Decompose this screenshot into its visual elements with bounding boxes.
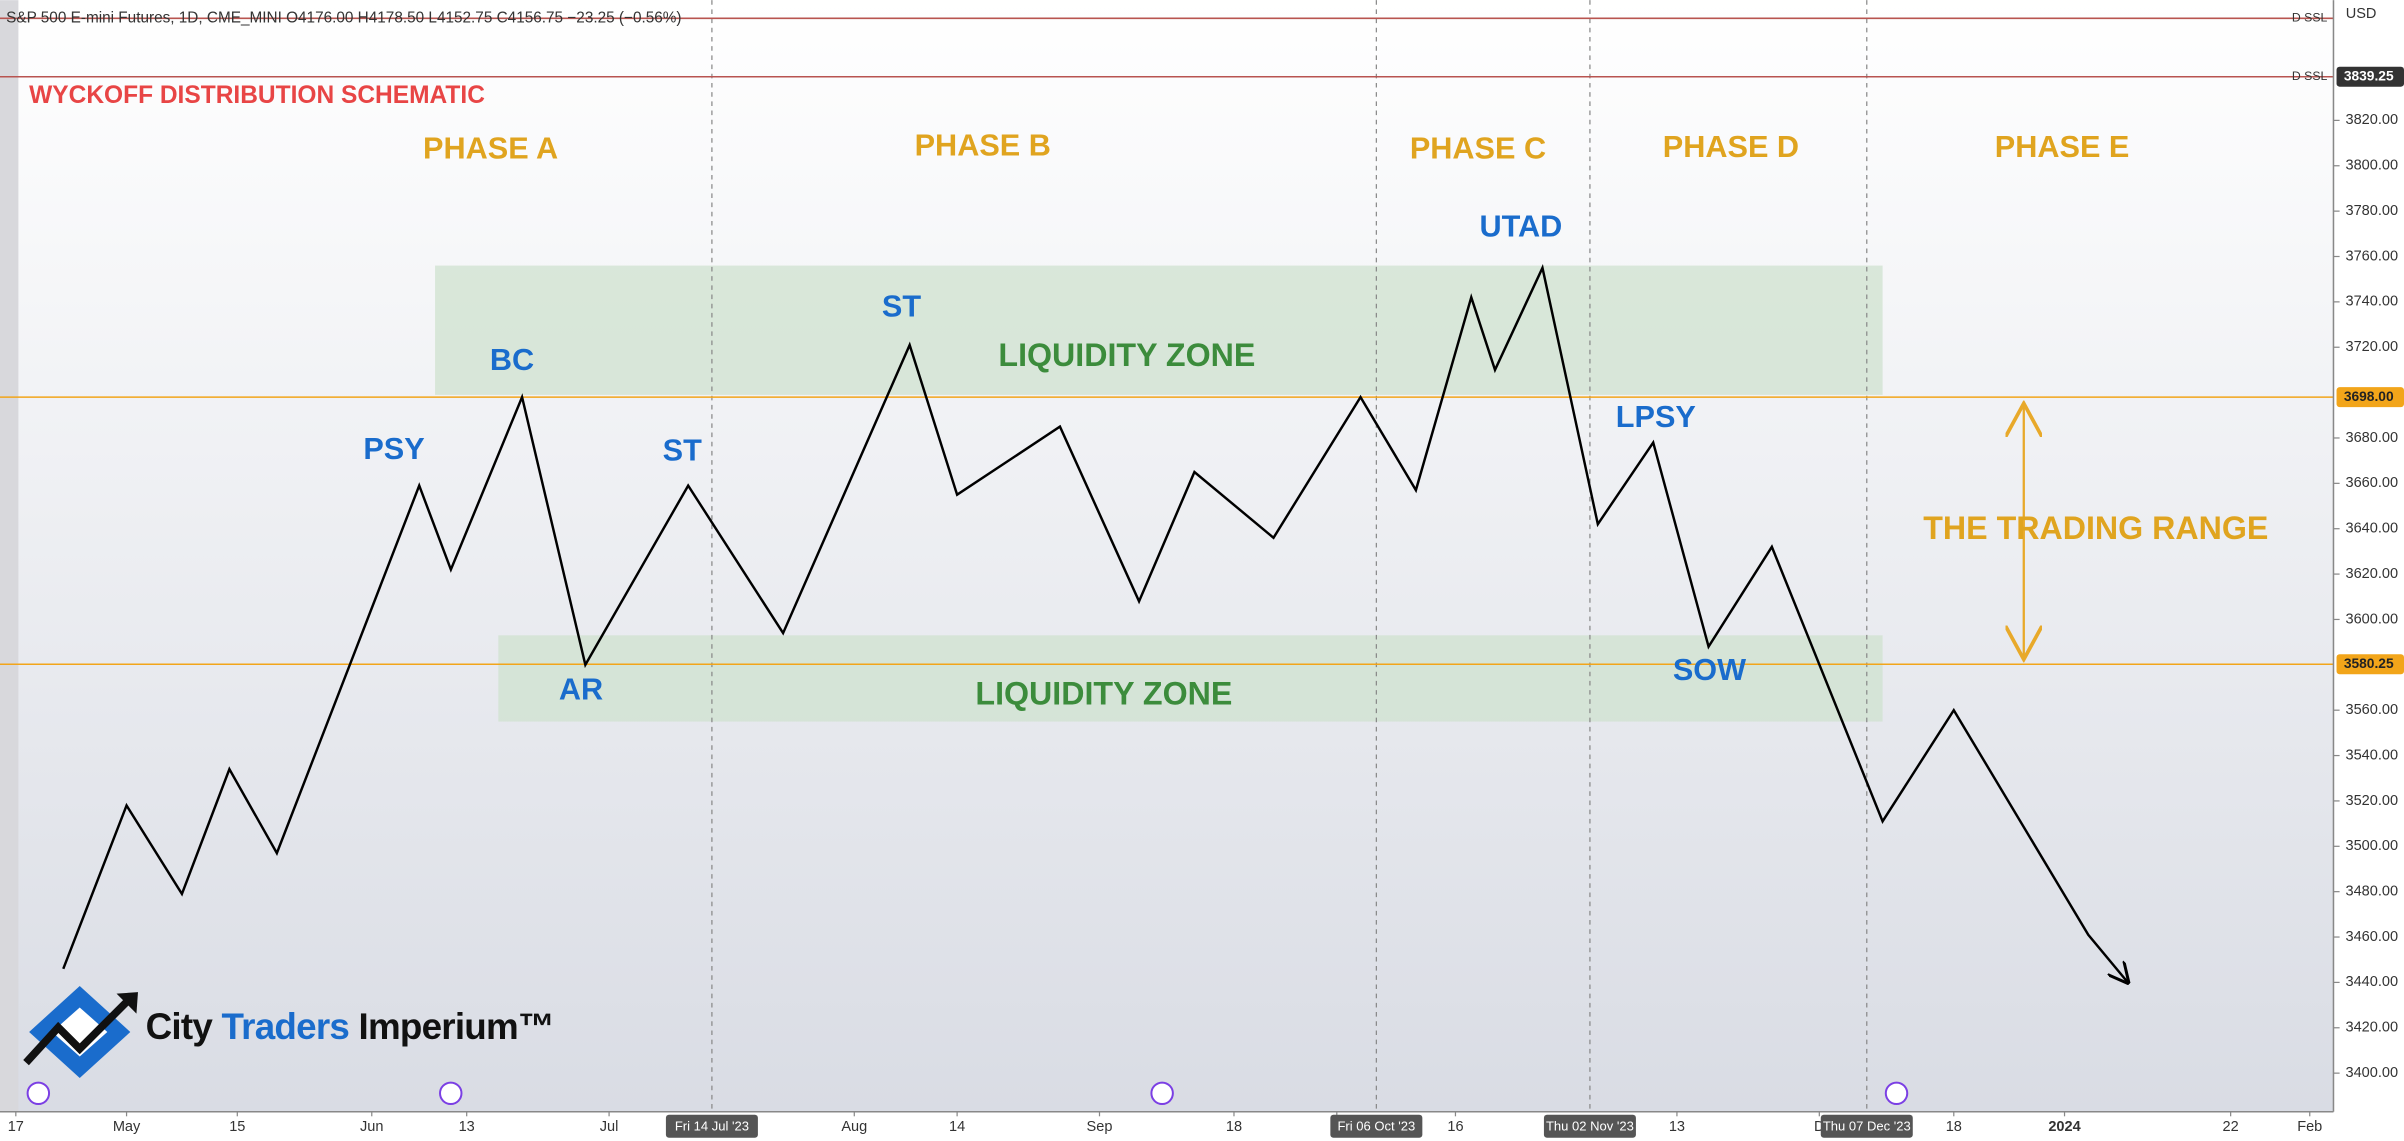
y-tick-label: 3420.00 (2346, 1020, 2399, 1036)
x-tick-label: Jun (360, 1119, 383, 1135)
price-line (62, 264, 2128, 983)
logo-icon (52, 1007, 108, 1057)
price-badge (2336, 654, 2404, 675)
price-badge-label: 3698.00 (2344, 389, 2394, 404)
date-badge-label: Fri 14 Jul '23 (675, 1118, 749, 1133)
y-tick-label: 3660.00 (2346, 475, 2399, 491)
y-tick-label: 3480.00 (2346, 884, 2399, 900)
event-label: PSY (363, 432, 424, 466)
date-badge (665, 1114, 758, 1138)
x-tick-label: Jul (600, 1119, 619, 1135)
date-badge-label: Thu 02 Nov '23 (1546, 1118, 1634, 1133)
x-tick-label: Feb (2297, 1119, 2322, 1135)
x-tick-label: 16 (1447, 1119, 1463, 1135)
series (62, 264, 2128, 983)
event-label: AR (559, 673, 603, 707)
logo-text-part: Traders (222, 1006, 350, 1047)
price-badge-label: 3839.25 (2344, 68, 2394, 83)
logo-icon (23, 997, 132, 1066)
event-label: BC (490, 343, 534, 377)
event-label: SOW (1673, 653, 1746, 687)
phase-label: PHASE D (1663, 130, 1799, 164)
y-tick-label: 3680.00 (2346, 430, 2399, 446)
event-label: UTAD (1479, 210, 1562, 244)
phase-label: PHASE B (915, 128, 1051, 162)
y-tick-label: 3720.00 (2346, 339, 2399, 355)
x-tick-label: May (113, 1119, 141, 1135)
x-axis-background (0, 1111, 2404, 1141)
y-tick-label: 3460.00 (2346, 929, 2399, 945)
plot-background (0, 0, 2334, 1112)
date-badge-label: Thu 07 Dec '23 (1823, 1118, 1911, 1133)
price-badge-label: 3580.25 (2344, 656, 2394, 671)
left-edge (0, 0, 19, 1112)
x-tick-label: 18 (1946, 1119, 1962, 1135)
y-tick-label: 3820.00 (2346, 112, 2399, 128)
x-tick-label: 14 (949, 1119, 965, 1135)
phase-label: PHASE E (1995, 130, 2130, 164)
level-label: D SSL (2292, 69, 2328, 83)
y-tick-label: 3440.00 (2346, 974, 2399, 990)
y-axis-background (2333, 0, 2404, 1141)
y-tick-label: 3800.00 (2346, 158, 2399, 174)
logo-text-part: City (146, 1006, 214, 1047)
liquidity-zone (498, 635, 1883, 722)
x-tick-label: D (1814, 1119, 1825, 1135)
currency-label: USD (2346, 6, 2377, 22)
logo: City Traders Imperium™ (23, 985, 555, 1078)
x-tick-label: 13 (459, 1119, 475, 1135)
date-badge (1820, 1114, 1913, 1138)
date-badge (1330, 1114, 1423, 1138)
event-label: LPSY (1616, 400, 1696, 434)
y-tick-label: 3560.00 (2346, 702, 2399, 718)
axes: 3400.00 3420.00 3440.00 3460.00 3480.00 3500.… (8, 66, 2404, 1138)
x-tick-label: 13 (1669, 1119, 1685, 1135)
logo-text-part: Imperium™ (359, 1006, 554, 1047)
x-tick-label: Aug (841, 1119, 867, 1135)
x-tick-label: 15 (229, 1119, 245, 1135)
y-tick-label: 3740.00 (2346, 294, 2399, 310)
x-tick-label: 2024 (2048, 1119, 2081, 1135)
event-icon (439, 1081, 463, 1106)
event-label: ST (882, 289, 921, 323)
y-tick-label: 3600.00 (2346, 611, 2399, 627)
date-badge-label: Fri 06 Oct '23 (1337, 1118, 1415, 1133)
y-tick-label: 3780.00 (2346, 203, 2399, 219)
reference-lines: D SSL D SSL (0, 0, 2334, 1112)
y-tick-label: 3620.00 (2346, 566, 2399, 582)
range-label: THE TRADING RANGE (1923, 510, 2268, 546)
x-tick-label: 22 (2223, 1119, 2239, 1135)
y-tick-label: 3760.00 (2346, 248, 2399, 264)
event-icon (1884, 1081, 1909, 1106)
y-tick-label: 3500.00 (2346, 838, 2399, 854)
phase-label: PHASE C (1410, 132, 1546, 166)
event-icon (1150, 1081, 1174, 1106)
price-badge (2336, 66, 2404, 87)
zone-label: LIQUIDITY ZONE (998, 337, 1255, 373)
logo-text: City Traders Imperium™ (146, 1006, 554, 1047)
y-tick-label: 3520.00 (2346, 793, 2399, 809)
y-tick-label: 3540.00 (2346, 747, 2399, 763)
chart-title: WYCKOFF DISTRIBUTION SCHEMATIC (29, 82, 485, 109)
header: S&P 500 E-mini Futures, 1D, CME_MINI O41… (6, 10, 681, 27)
zones (435, 265, 1883, 722)
logo-icon (116, 992, 138, 1014)
phase-label: PHASE A (423, 132, 558, 166)
zone-label: LIQUIDITY ZONE (975, 676, 1232, 712)
x-tick-label: 18 (1226, 1119, 1242, 1135)
level-label: D SSL (2292, 11, 2328, 25)
x-tick-label: Sep (1087, 1119, 1113, 1135)
liquidity-zone (435, 265, 1883, 395)
x-tick-label: 17 (8, 1119, 24, 1135)
date-badge (1543, 1114, 1636, 1138)
y-tick-label: 3640.00 (2346, 521, 2399, 537)
event-icon (26, 1081, 51, 1106)
price-badge (2336, 387, 2404, 408)
y-tick-label: 3400.00 (2346, 1065, 2399, 1081)
event-label: ST (663, 434, 702, 468)
